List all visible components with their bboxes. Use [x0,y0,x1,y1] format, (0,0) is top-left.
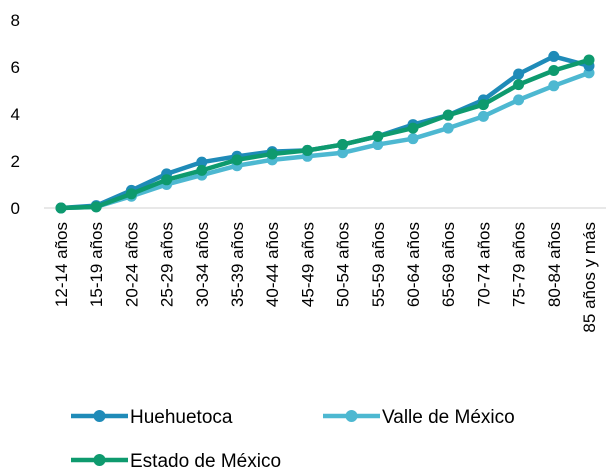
legend-label: Valle de México [382,407,515,428]
data-point [125,188,137,200]
legend: Huehuetoca Valle de México Estado de Méxic… [71,407,515,470]
y-tick-label: 6 [11,58,20,77]
data-point [231,154,243,166]
x-axis: 12-14 años 15-19 años 20-24 años 25-29 años… [44,207,606,333]
legend-swatch-marker [345,410,358,422]
data-point [196,156,208,168]
legend-item: Estado de México [71,451,281,470]
data-point [407,122,419,134]
x-tick-label: 15-19 años [87,222,106,307]
data-point [161,174,173,186]
data-point [442,122,454,134]
x-tick-label: 80-84 años [545,222,564,307]
series-0 [55,50,595,214]
data-point [90,201,102,213]
data-point [372,139,384,151]
series-line [58,70,592,211]
data-point [548,65,560,77]
x-tick-label: 35-39 años [228,222,247,307]
x-tick-label: 12-14 años [52,222,71,307]
data-point [301,144,313,156]
data-point [477,110,489,122]
x-tick-label: 70-74 años [474,222,493,307]
data-point [583,54,595,66]
data-point [266,148,278,160]
x-tick-label: 25-29 años [158,222,177,307]
data-point [337,147,349,159]
x-tick-label: 55-59 años [369,222,388,307]
x-tick-label: 75-79 años [510,222,529,307]
legend-item: Valle de México [323,407,515,428]
legend-swatch-marker [93,410,106,422]
data-point [548,50,560,62]
data-point [372,130,384,142]
x-tick-label: 20-24 años [122,222,141,307]
legend-swatch-marker [93,454,106,466]
data-point [442,109,454,121]
data-point [196,164,208,176]
x-tick-label: 40-44 años [263,222,282,307]
data-point [55,202,67,214]
series-2 [55,54,595,214]
y-tick-label: 4 [11,105,20,124]
series-line [58,57,592,211]
y-axis: 0 2 4 6 8 [11,11,20,218]
legend-item: Huehuetoca [71,407,233,428]
x-tick-label: 45-49 años [298,222,317,307]
y-tick-label: 2 [11,152,20,171]
data-point [337,139,349,151]
x-tick-label: 50-54 años [334,222,353,307]
legend-label: Huehuetoca [130,407,233,428]
series-layer [55,50,595,214]
data-point [513,68,525,80]
x-tick-label: 30-34 años [193,222,212,307]
series-line [58,54,592,211]
legend-label: Estado de México [130,451,281,470]
data-point [407,133,419,145]
data-point [548,80,560,92]
x-tick-label: 85 años y más [580,222,599,333]
x-tick-label: 65-69 años [439,222,458,307]
y-tick-label: 0 [11,199,20,218]
x-tick-label: 60-64 años [404,222,423,307]
data-point [477,99,489,111]
data-point [513,79,525,91]
y-tick-label: 8 [11,11,20,30]
data-point [513,94,525,106]
